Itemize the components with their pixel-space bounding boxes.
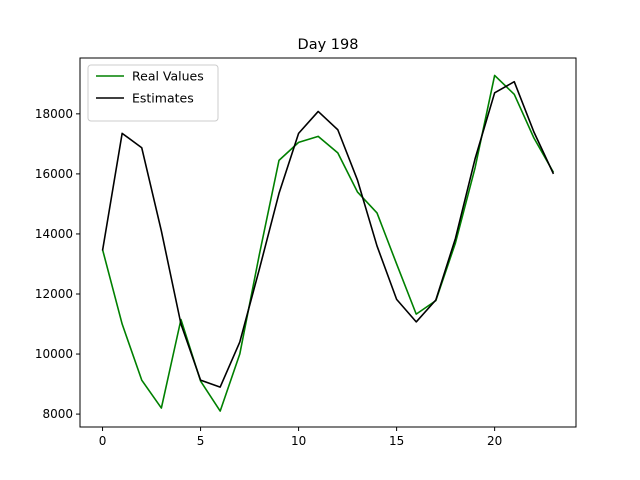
- legend-label-1: Real Values: [132, 69, 204, 84]
- x-tick-label: 0: [99, 434, 107, 448]
- legend-box: [87, 64, 219, 122]
- x-tick-label: 10: [291, 434, 306, 448]
- series-line-1: [101, 74, 555, 412]
- y-tick-label: 10000: [35, 347, 73, 361]
- series-line-2: [101, 80, 555, 388]
- y-tick-label: 18000: [35, 107, 73, 121]
- x-axis: 0 5 10 15 20: [99, 427, 502, 448]
- plot-frame: [79, 57, 577, 428]
- y-tick-label: 16000: [35, 167, 73, 181]
- x-tick-label: 15: [389, 434, 404, 448]
- y-tick-label: 12000: [35, 287, 73, 301]
- plot-area: [101, 74, 555, 412]
- y-axis: 8000 10000 12000 14000 16000 18000: [35, 107, 80, 421]
- y-tick-label: 8000: [42, 407, 73, 421]
- legend-label-2: Estimates: [132, 91, 194, 106]
- y-tick-label: 14000: [35, 227, 73, 241]
- legend: Real Values Estimates: [87, 64, 219, 122]
- x-tick-label: 5: [197, 434, 205, 448]
- chart-title: Day 198: [298, 37, 359, 53]
- x-tick-label: 20: [487, 434, 502, 448]
